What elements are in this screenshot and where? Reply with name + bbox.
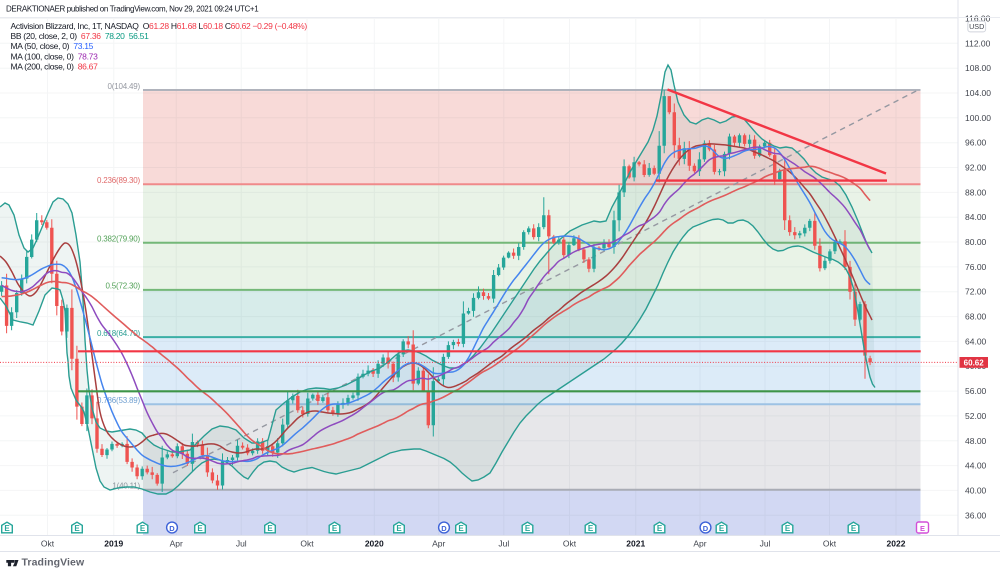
svg-text:1(40.11): 1(40.11) — [112, 482, 140, 491]
svg-text:MA (100, close, 0) 78.73: MA (100, close, 0) 78.73 — [11, 51, 99, 61]
svg-text:E: E — [74, 524, 80, 533]
svg-text:D: D — [703, 524, 709, 533]
svg-text:92.00: 92.00 — [965, 163, 987, 173]
svg-text:68.00: 68.00 — [965, 312, 987, 322]
svg-text:E: E — [332, 524, 338, 533]
svg-text:0.5(72.30): 0.5(72.30) — [106, 282, 141, 291]
svg-text:0.382(79.90): 0.382(79.90) — [97, 235, 141, 244]
svg-text:E: E — [140, 524, 146, 533]
svg-text:0.786(53.89): 0.786(53.89) — [97, 396, 141, 405]
svg-text:Activision Blizzard, Inc, 1T,: Activision Blizzard, Inc, 1T, NASDAQ O61… — [11, 21, 308, 31]
svg-text:TradingView: TradingView — [22, 556, 85, 568]
svg-text:96.00: 96.00 — [965, 138, 987, 148]
svg-text:DERAKTIONAER published on Trad: DERAKTIONAER published on TradingView.co… — [6, 5, 259, 14]
svg-text:2021: 2021 — [626, 539, 645, 549]
svg-text:40.00: 40.00 — [965, 485, 987, 495]
svg-text:84.00: 84.00 — [965, 212, 987, 222]
svg-text:E: E — [657, 524, 663, 533]
svg-text:E: E — [458, 524, 464, 533]
svg-text:56.00: 56.00 — [965, 386, 987, 396]
svg-text:D: D — [441, 524, 447, 533]
svg-text:Okt: Okt — [563, 539, 577, 549]
svg-text:Jul: Jul — [498, 539, 509, 549]
svg-text:E: E — [588, 524, 594, 533]
svg-text:E: E — [525, 524, 531, 533]
svg-text:116.00: 116.00 — [965, 14, 991, 24]
svg-text:0(104.49): 0(104.49) — [108, 82, 141, 91]
svg-text:Apr: Apr — [170, 539, 183, 549]
svg-text:Okt: Okt — [41, 539, 55, 549]
svg-text:MA (200, close, 0) 86.67: MA (200, close, 0) 86.67 — [11, 62, 99, 72]
svg-text:0.236(89.30): 0.236(89.30) — [97, 176, 141, 185]
svg-text:Okt: Okt — [823, 539, 837, 549]
svg-text:MA (50, close, 0) 73.15: MA (50, close, 0) 73.15 — [11, 41, 94, 51]
svg-text:100.00: 100.00 — [965, 113, 991, 123]
svg-text:E: E — [396, 524, 402, 533]
svg-text:104.00: 104.00 — [965, 88, 991, 98]
svg-text:E: E — [920, 524, 925, 533]
svg-text:112.00: 112.00 — [965, 38, 991, 48]
svg-text:76.00: 76.00 — [965, 262, 987, 272]
svg-text:E: E — [267, 524, 273, 533]
svg-text:64.00: 64.00 — [965, 336, 987, 346]
svg-text:2019: 2019 — [104, 539, 123, 549]
svg-text:BB (20, close, 2, 0) 67.36 7: BB (20, close, 2, 0) 67.36 78.20 56.51 — [11, 31, 150, 41]
svg-text:80.00: 80.00 — [965, 237, 987, 247]
svg-text:2022: 2022 — [887, 539, 906, 549]
svg-text:0.618(64.70): 0.618(64.70) — [97, 329, 141, 338]
svg-text:60.62: 60.62 — [964, 359, 985, 368]
svg-text:2020: 2020 — [365, 539, 384, 549]
svg-text:108.00: 108.00 — [965, 63, 991, 73]
svg-text:Jul: Jul — [760, 539, 771, 549]
svg-text:36.00: 36.00 — [965, 510, 987, 520]
svg-text:E: E — [851, 524, 857, 533]
svg-text:Jul: Jul — [236, 539, 247, 549]
svg-text:USD: USD — [969, 22, 984, 31]
svg-text:Apr: Apr — [432, 539, 445, 549]
svg-text:D: D — [169, 524, 175, 533]
svg-text:E: E — [719, 524, 725, 533]
svg-text:E: E — [4, 524, 10, 533]
svg-text:72.00: 72.00 — [965, 287, 987, 297]
svg-text:44.00: 44.00 — [965, 461, 987, 471]
svg-text:52.00: 52.00 — [965, 411, 987, 421]
svg-text:E: E — [785, 524, 791, 533]
svg-text:88.00: 88.00 — [965, 187, 987, 197]
svg-text:Apr: Apr — [693, 539, 706, 549]
svg-text:E: E — [197, 524, 203, 533]
svg-text:Okt: Okt — [300, 539, 314, 549]
svg-text:48.00: 48.00 — [965, 436, 987, 446]
